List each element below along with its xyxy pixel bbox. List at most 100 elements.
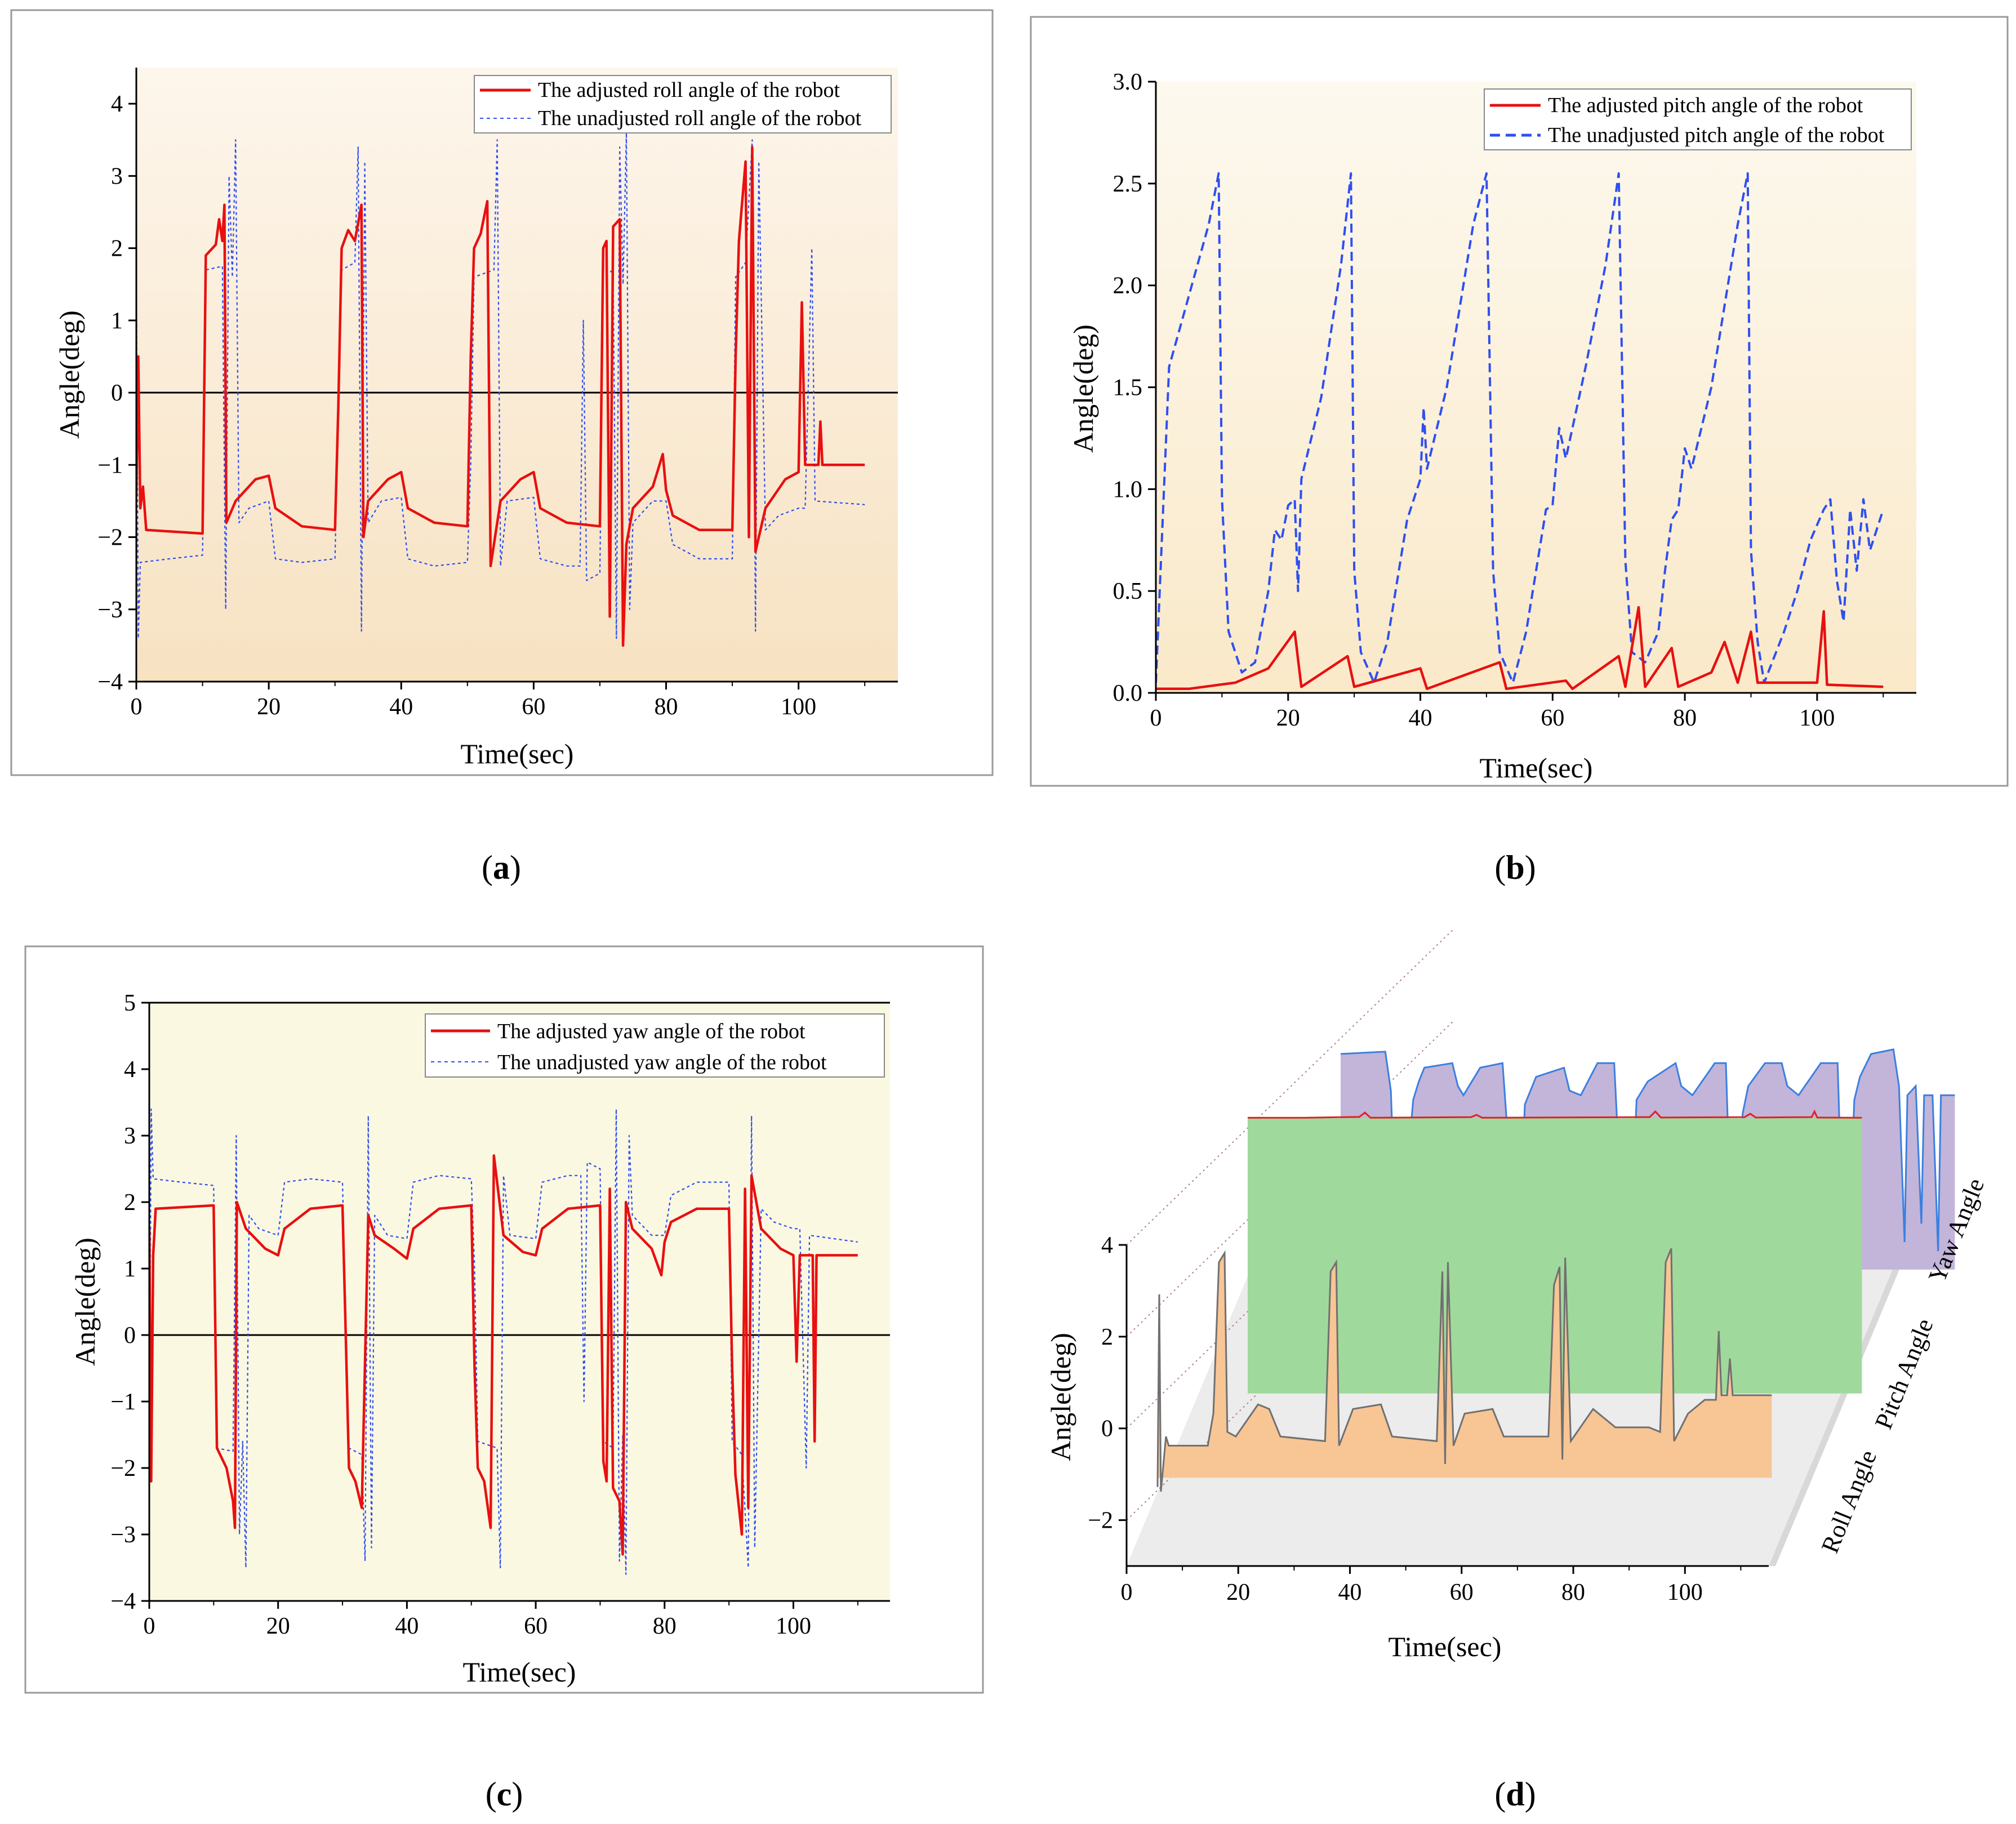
panel-d-series-roll-area bbox=[1158, 1248, 1772, 1492]
panel-a-ytick-label: 4 bbox=[111, 91, 123, 117]
panel-d-ytick-label: 0 bbox=[1101, 1416, 1113, 1442]
panel-a-xlabel: Time(sec) bbox=[461, 738, 574, 769]
panel-c-legend-unadjusted: The unadjusted yaw angle of the robot bbox=[497, 1051, 827, 1074]
panel-d-label-pitch: Pitch Angle bbox=[1870, 1315, 1939, 1433]
panel-d-ytick-label: 4 bbox=[1101, 1233, 1113, 1258]
panel-c-xtick-label: 0 bbox=[144, 1613, 155, 1639]
panel-b-legend-box bbox=[1484, 88, 1912, 150]
panel-c-xtick-label: 80 bbox=[653, 1613, 677, 1639]
panel-d-series-pitch-line bbox=[1248, 1109, 1862, 1119]
panel-a-ytick-label: 1 bbox=[111, 308, 123, 334]
panel-c-ytick-label: −4 bbox=[110, 1589, 136, 1614]
panel-a-xtick-label: 80 bbox=[655, 694, 678, 720]
panel-c-plot-area bbox=[149, 1003, 890, 1601]
panel-d-xlabel: Time(sec) bbox=[1388, 1631, 1502, 1662]
panel-b-xlabel: Time(sec) bbox=[1480, 752, 1593, 784]
panel-b-plot-area bbox=[1156, 82, 1916, 693]
panel-a-ytick-label: 2 bbox=[111, 236, 123, 262]
panel-b-series-adjusted bbox=[1156, 606, 1884, 691]
panel-b-ytick-label: 2.0 bbox=[1113, 273, 1143, 299]
panel-c-xlabel: Time(sec) bbox=[463, 1656, 576, 1688]
panel-c-ytick-label: 0 bbox=[124, 1323, 136, 1349]
panel-b-legend-adjusted: The adjusted pitch angle of the robot bbox=[1548, 94, 1863, 117]
panel-b-ytick-label: 2.5 bbox=[1113, 171, 1143, 197]
panel-d-caption-letter: d bbox=[1506, 1776, 1524, 1813]
panel-b-xtick-label: 100 bbox=[1799, 705, 1835, 731]
panel-c-xtick-label: 40 bbox=[395, 1613, 419, 1639]
panel-a-legend-box bbox=[474, 75, 892, 134]
panel-b-xtick-label: 0 bbox=[1150, 705, 1162, 731]
panel-c-series-adjusted bbox=[149, 1154, 858, 1556]
panel-a-legend-unadjusted: The unadjusted roll angle of the robot bbox=[538, 106, 862, 130]
panel-b-xtick-label: 40 bbox=[1409, 705, 1432, 731]
panel-a-ytick-label: −3 bbox=[97, 597, 123, 623]
panel-d-xtick-label: 100 bbox=[1667, 1580, 1703, 1605]
panel-b-ytick-label: 3.0 bbox=[1113, 69, 1143, 95]
panel-c-xtick-label: 100 bbox=[776, 1613, 811, 1639]
panel-b-caption: (b) bbox=[1494, 849, 1536, 886]
panel-d-xtick-label: 60 bbox=[1450, 1580, 1474, 1605]
panel-d-ytick-label: −2 bbox=[1088, 1508, 1113, 1534]
panel-d-ylabel: Angle(deg) bbox=[1045, 1333, 1076, 1461]
panel-d-xtick-label: 40 bbox=[1338, 1580, 1362, 1605]
panel-a-xtick-label: 60 bbox=[522, 694, 545, 720]
panel-b-ytick-label: 0.0 bbox=[1113, 680, 1143, 706]
panel-a-series-unadjusted bbox=[136, 132, 865, 639]
panel-d-xtick-label: 20 bbox=[1226, 1580, 1250, 1605]
panel-c-ytick-label: −2 bbox=[110, 1456, 136, 1482]
panel-b-xtick-label: 80 bbox=[1673, 705, 1697, 731]
panel-b-series-unadjusted bbox=[1156, 172, 1885, 684]
panel-a-ytick-label: 3 bbox=[111, 163, 123, 189]
panel-c-ytick-label: 4 bbox=[124, 1057, 136, 1083]
panel-c-legend-box bbox=[425, 1013, 885, 1078]
panel-a-series-adjusted bbox=[136, 145, 865, 647]
panel-c-xtick-label: 20 bbox=[266, 1613, 290, 1639]
panel-a-ytick-label: −4 bbox=[97, 669, 123, 695]
panel-d-series-roll-line bbox=[1156, 1248, 1772, 1492]
panel-d-ytick-label: 2 bbox=[1101, 1324, 1113, 1350]
panel-a-ylabel: Angle(deg) bbox=[54, 310, 85, 439]
panel-a-xtick-label: 40 bbox=[389, 694, 413, 720]
panel-b-legend: The adjusted pitch angle of the robot Th… bbox=[1484, 88, 1912, 150]
panel-c-ytick-label: 1 bbox=[124, 1256, 136, 1282]
panel-a-plot-area bbox=[136, 68, 898, 682]
panel-c-xtick-label: 60 bbox=[524, 1613, 548, 1639]
panel-b-xtick-label: 20 bbox=[1276, 705, 1300, 731]
panel-c-ytick-label: 5 bbox=[124, 990, 136, 1016]
panel-a-ytick-label: −1 bbox=[97, 452, 123, 478]
panel-a-legend: The adjusted roll angle of the robot The… bbox=[474, 75, 892, 134]
panel-b-pitch-chart: 0 20 40 60 80 100 0.0 0.5 1.0 1.5 2.0 2.5 3.0 Time(s… bbox=[1030, 16, 2009, 886]
panel-d-label-roll: Roll Angle bbox=[1816, 1446, 1882, 1556]
panel-c-series-unadjusted bbox=[149, 1108, 858, 1575]
panel-c-legend-adjusted: The adjusted yaw angle of the robot bbox=[497, 1020, 805, 1043]
panel-c-ytick-label: 3 bbox=[124, 1123, 136, 1149]
panel-c-ylabel: Angle(deg) bbox=[69, 1238, 101, 1366]
panel-c-caption-letter: c bbox=[497, 1776, 512, 1813]
panel-a-roll-chart: 0 20 40 60 80 100 −4 −3 −2 −1 0 1 2 3 4 Time(sec) Angl… bbox=[10, 9, 994, 886]
panel-d-xtick-label: 0 bbox=[1121, 1580, 1133, 1605]
panel-a-xtick-label: 100 bbox=[781, 694, 816, 720]
panel-a-caption-letter: a bbox=[493, 849, 510, 886]
panel-b-ylabel: Angle(deg) bbox=[1067, 324, 1099, 453]
panel-c-ytick-label: −3 bbox=[110, 1522, 136, 1548]
panel-b-legend-unadjusted: The unadjusted pitch angle of the robot bbox=[1548, 123, 1885, 147]
panel-c-caption: (c) bbox=[486, 1776, 523, 1813]
panel-a-ytick-label: 0 bbox=[111, 380, 123, 406]
panel-a-ytick-label: −2 bbox=[97, 525, 123, 551]
panel-d-xtick-label: 80 bbox=[1561, 1580, 1585, 1605]
panel-b-ytick-label: 1.0 bbox=[1113, 477, 1143, 502]
panel-c-ytick-label: 2 bbox=[124, 1190, 136, 1216]
panel-d-3d-chart: 0 20 40 60 80 100 −2 0 2 4 Time(sec) Angle(deg) R… bbox=[1045, 929, 1990, 1813]
panel-d-caption: (d) bbox=[1494, 1776, 1536, 1813]
panel-b-ytick-label: 0.5 bbox=[1113, 579, 1143, 604]
panel-c-ytick-label: −1 bbox=[110, 1389, 136, 1415]
panel-a-legend-adjusted: The adjusted roll angle of the robot bbox=[538, 78, 840, 102]
panel-c-yaw-chart: 0 20 40 60 80 100 −4 −3 −2 −1 0 1 2 3 4 5 Time(sec) Ang… bbox=[24, 945, 984, 1813]
panel-b-ytick-label: 1.5 bbox=[1113, 375, 1143, 401]
panel-a-xtick-label: 0 bbox=[131, 694, 143, 720]
panel-b-xtick-label: 60 bbox=[1541, 705, 1564, 731]
panel-a-caption: (a) bbox=[482, 849, 521, 886]
panel-a-xtick-label: 20 bbox=[257, 694, 281, 720]
panel-d-series-yaw-line bbox=[1340, 1048, 1955, 1252]
